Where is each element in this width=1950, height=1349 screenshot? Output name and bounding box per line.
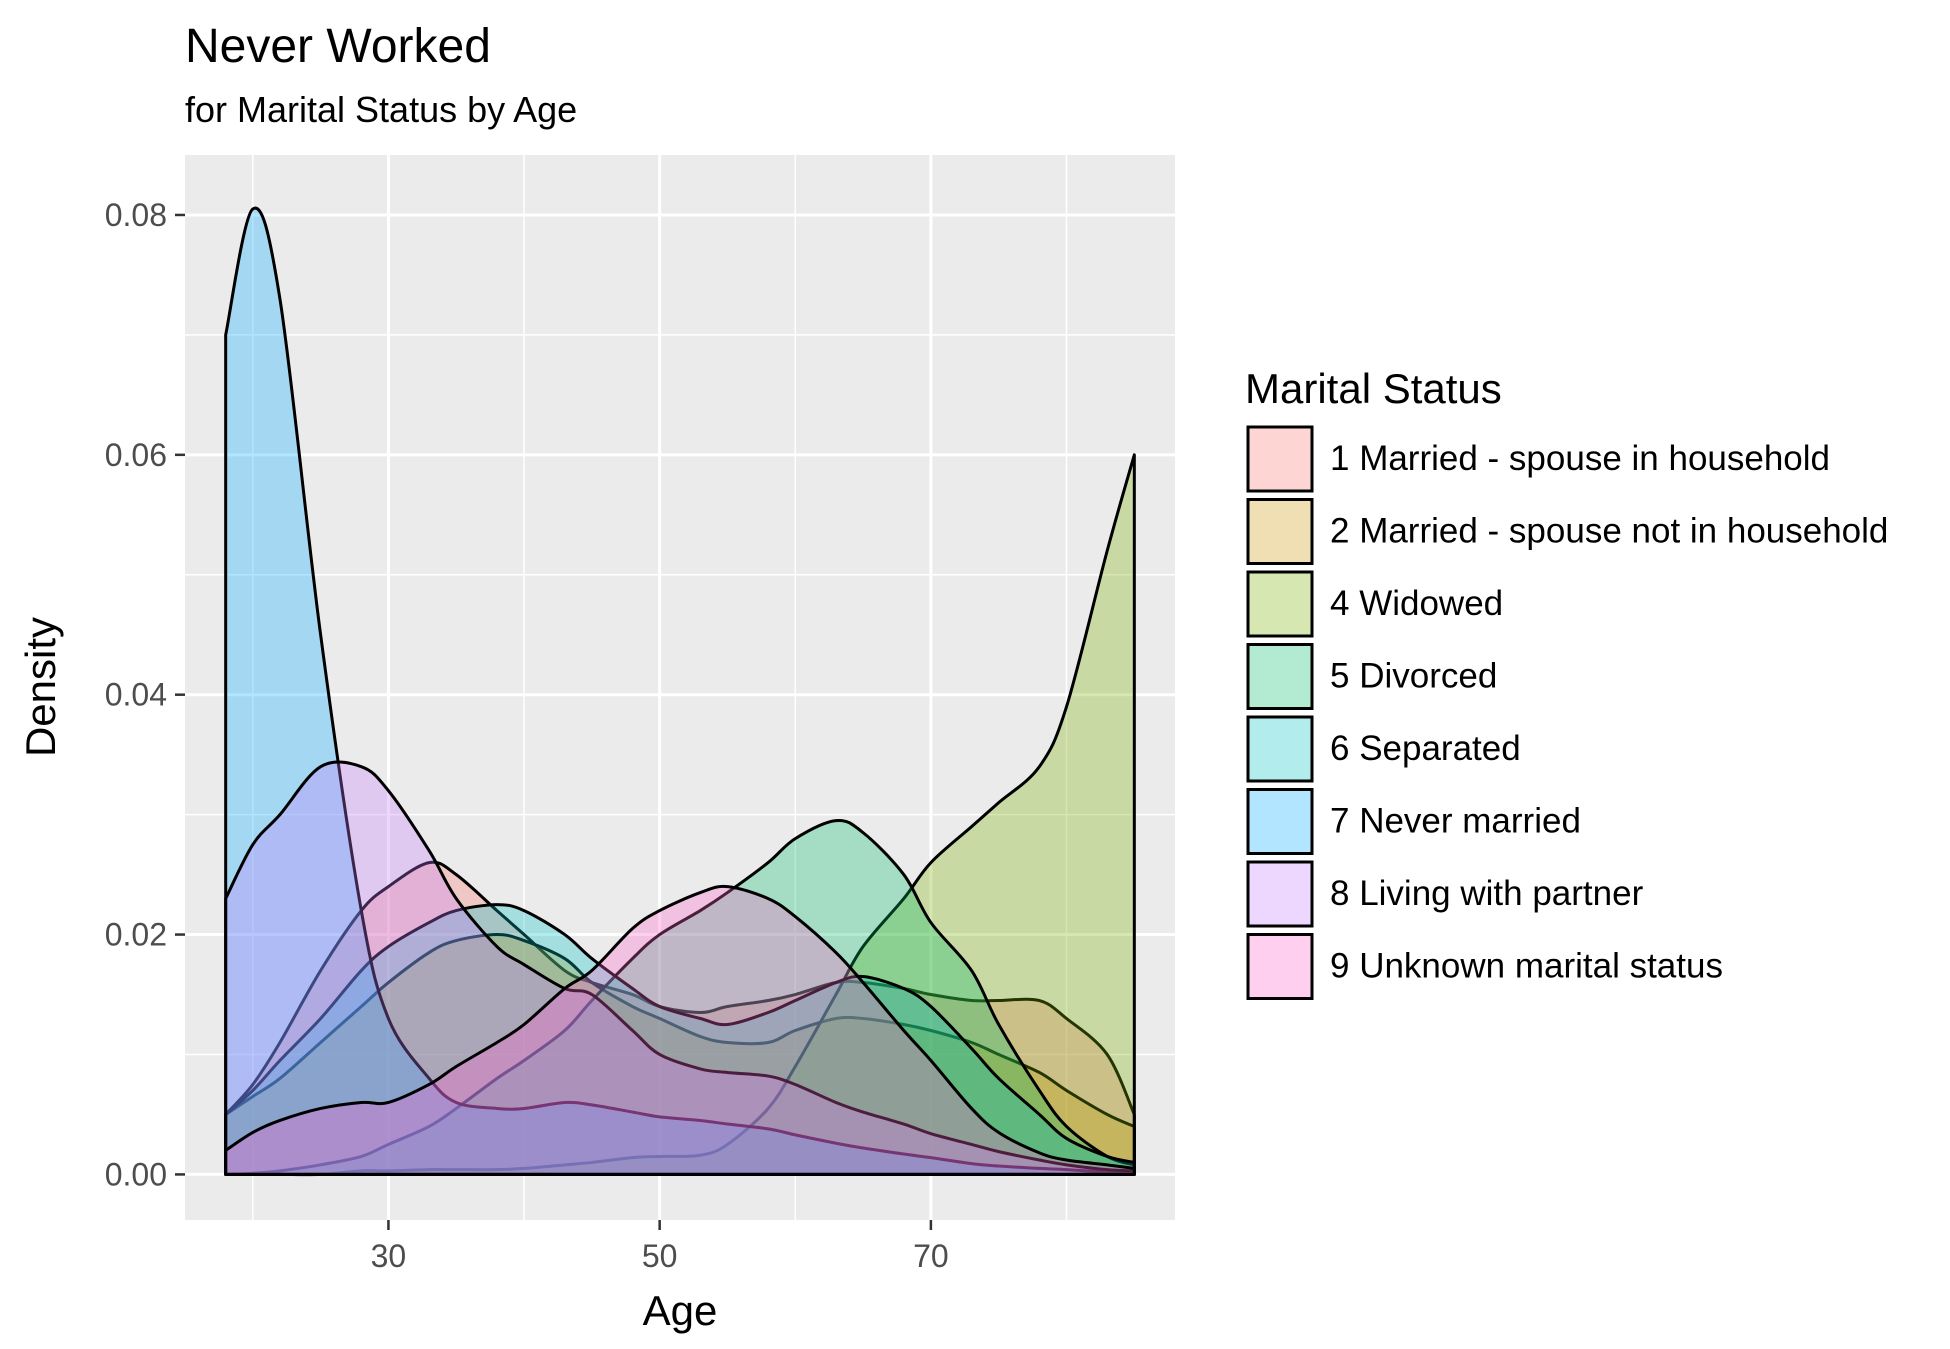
y-tick-label: 0.00 xyxy=(105,1156,167,1192)
y-axis: 0.00 0.02 0.04 0.06 0.08 xyxy=(105,197,185,1192)
legend: Marital Status 1 Married - spouse in hou… xyxy=(1245,365,1888,1000)
y-axis-label: Density xyxy=(17,617,64,757)
y-tick-label: 0.02 xyxy=(105,917,167,953)
legend-label: 5 Divorced xyxy=(1330,657,1497,696)
legend-label: 1 Married - spouse in household xyxy=(1330,439,1830,478)
x-tick-label: 30 xyxy=(371,1238,407,1274)
series-layer xyxy=(224,206,1136,1177)
density-area-series-6 xyxy=(224,206,1136,1176)
legend-swatch xyxy=(1246,933,1314,1000)
density-area-series-5 xyxy=(224,903,1136,1176)
legend-key-background xyxy=(1248,572,1312,636)
legend-swatch xyxy=(1246,788,1314,855)
legend-title: Marital Status xyxy=(1245,365,1502,412)
density-area-series-7 xyxy=(224,760,1136,1176)
density-area-series-2 xyxy=(224,933,1136,1176)
density-area-series-4 xyxy=(224,818,1136,1176)
x-tick-label: 70 xyxy=(913,1238,949,1274)
legend-label: 9 Unknown marital status xyxy=(1330,947,1723,986)
density-area-series-8 xyxy=(224,884,1136,1176)
chart-title: Never Worked xyxy=(185,20,491,73)
density-area-series-3 xyxy=(224,453,1136,1177)
legend-label: 7 Never married xyxy=(1330,802,1581,841)
grid-major xyxy=(185,155,1175,1220)
legend-key-background xyxy=(1248,862,1312,926)
x-axis: 30 50 70 xyxy=(371,1220,949,1274)
legend-label: 4 Widowed xyxy=(1330,584,1503,623)
legend-swatch xyxy=(1246,498,1314,565)
legend-label: 8 Living with partner xyxy=(1330,874,1644,913)
legend-label: 6 Separated xyxy=(1330,729,1521,768)
legend-swatch xyxy=(1246,860,1314,928)
x-axis-label: Age xyxy=(643,1287,718,1334)
grid-minor xyxy=(185,155,1175,1220)
y-tick-label: 0.04 xyxy=(105,677,167,713)
legend-label: 2 Married - spouse not in household xyxy=(1330,512,1888,551)
legend-swatch xyxy=(1246,570,1314,638)
legend-key-background xyxy=(1248,789,1312,854)
legend-key-background xyxy=(1248,427,1312,491)
x-tick-label: 50 xyxy=(642,1238,678,1274)
legend-key-background xyxy=(1248,644,1312,709)
legend-swatch xyxy=(1246,425,1314,493)
legend-key-background xyxy=(1248,499,1312,564)
chart-subtitle: for Marital Status by Age xyxy=(185,89,577,130)
y-tick-label: 0.08 xyxy=(105,197,167,233)
legend-swatch xyxy=(1246,643,1314,710)
legend-key-background xyxy=(1248,717,1312,781)
legend-key-background xyxy=(1248,934,1312,999)
legend-items: 1 Married - spouse in household 2 Married… xyxy=(1246,425,1888,1000)
y-tick-label: 0.06 xyxy=(105,437,167,473)
legend-swatch xyxy=(1246,715,1314,783)
